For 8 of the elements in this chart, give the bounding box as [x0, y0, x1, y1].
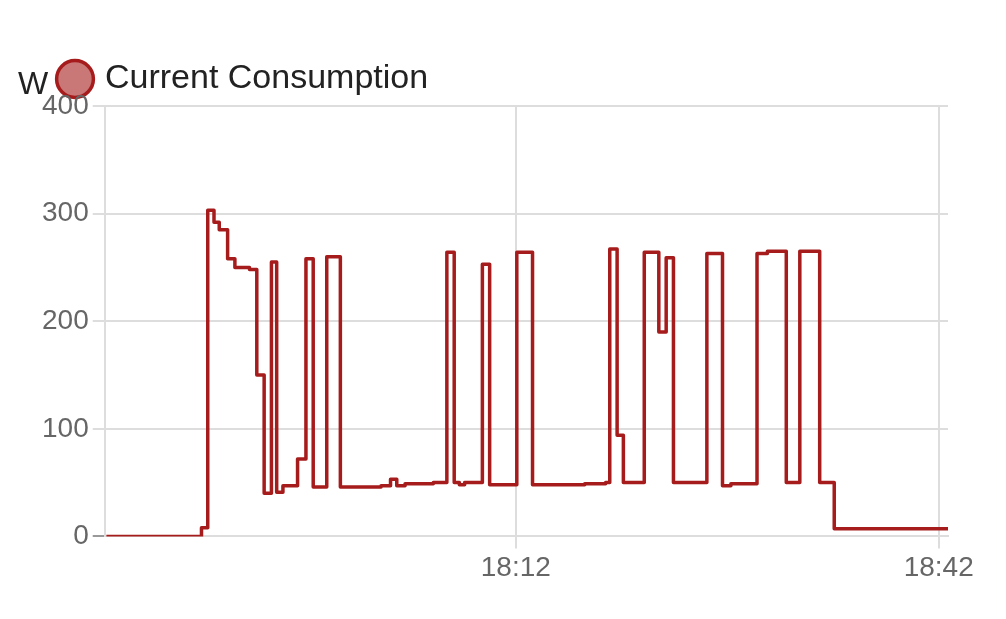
y-tick-label: 100 [42, 411, 89, 443]
x-tick-label: 18:12 [480, 550, 551, 582]
y-tick-label: 300 [42, 196, 89, 228]
y-tick-label: 200 [42, 303, 89, 335]
y-axis-title: W [18, 65, 49, 101]
legend-label: Current Consumption [105, 57, 429, 96]
x-tick-label: 18:42 [903, 550, 974, 582]
y-tick-label: 0 [73, 519, 89, 551]
